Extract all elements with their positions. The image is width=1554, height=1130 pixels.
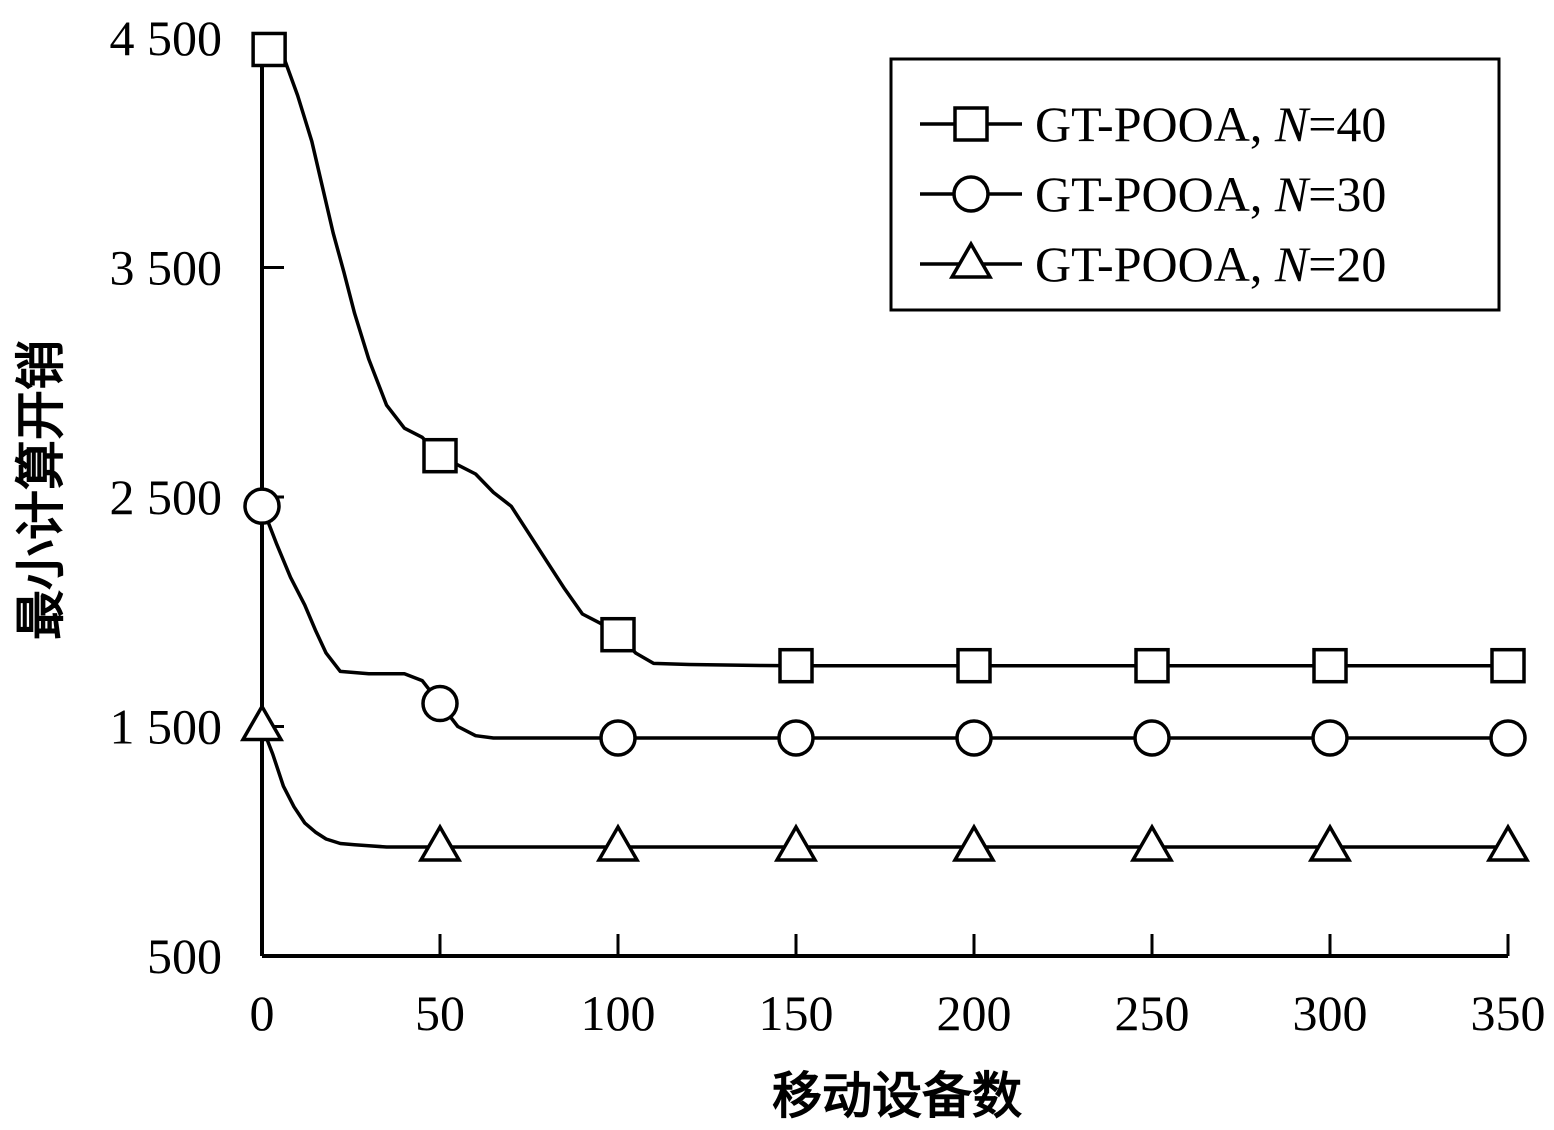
legend-label: GT-POOA, N=20: [1035, 236, 1386, 292]
series-2-marker: [1311, 719, 1349, 757]
series-3-marker: [239, 702, 285, 742]
legend: GT-POOA, N=40 GT-POOA, N=30 GT-POOA, N=20: [889, 57, 1501, 312]
series-3-marker: [595, 823, 641, 862]
x-tick-label: 50: [415, 985, 465, 1041]
y-tick-label: 4 500: [110, 10, 223, 66]
series-2-marker: [421, 684, 459, 723]
legend-items: GT-POOA, N=40 GT-POOA, N=30 GT-POOA, N=20: [920, 96, 1386, 292]
series-2-marker: [599, 719, 637, 757]
series-2-marker: [1133, 719, 1171, 757]
series-1-marker: [422, 437, 458, 474]
series-line-3: [260, 725, 1508, 849]
series-1-marker: [1312, 647, 1348, 684]
series-3-marker: [951, 823, 997, 862]
x-ticks: 0 50 100 150 200 250 300 350: [250, 934, 1546, 1041]
legend-label: GT-POOA, N=30: [1035, 166, 1386, 222]
legend-label: GT-POOA, N=40: [1035, 96, 1386, 152]
series-3-marker: [773, 823, 819, 862]
series-3-marker: [1129, 823, 1175, 862]
y-ticks: 500 1 500 2 500 3 500 4 500: [110, 10, 284, 984]
x-tick-label: 350: [1471, 985, 1546, 1041]
series-1-marker: [1134, 647, 1170, 684]
y-tick-label: 500: [147, 928, 222, 984]
y-tick-label: 1 500: [110, 699, 223, 755]
x-tick-label: 200: [937, 985, 1012, 1041]
series-1-marker: [251, 31, 287, 68]
series-markers: [239, 31, 1531, 862]
series-2-marker: [955, 719, 993, 757]
legend-marker: [953, 106, 989, 142]
y-tick-label: 3 500: [110, 240, 223, 296]
y-tick-label: 2 500: [110, 469, 223, 525]
series-3-marker: [417, 823, 463, 862]
y-axis-title: 最小计算开销: [12, 340, 70, 640]
x-tick-label: 300: [1293, 985, 1368, 1041]
x-tick-label: 250: [1115, 985, 1190, 1041]
series-2-marker: [243, 487, 281, 525]
x-tick-label: 100: [581, 985, 656, 1041]
series-1-marker: [778, 647, 814, 684]
series-1-marker: [1490, 647, 1526, 684]
x-tick-label: 0: [250, 985, 275, 1041]
series-3-marker: [1307, 823, 1353, 862]
x-axis-title: 移动设备数: [772, 1067, 1022, 1125]
series-2-marker: [1489, 719, 1527, 757]
legend-marker: [948, 240, 994, 279]
legend-marker: [952, 175, 990, 213]
series-1-marker: [956, 647, 992, 684]
x-tick-label: 150: [759, 985, 834, 1041]
series-2-marker: [777, 719, 815, 757]
series-3-marker: [1485, 823, 1531, 862]
legend-box: [889, 57, 1501, 312]
series-1-marker: [600, 616, 636, 653]
series-line-1: [268, 47, 1508, 668]
